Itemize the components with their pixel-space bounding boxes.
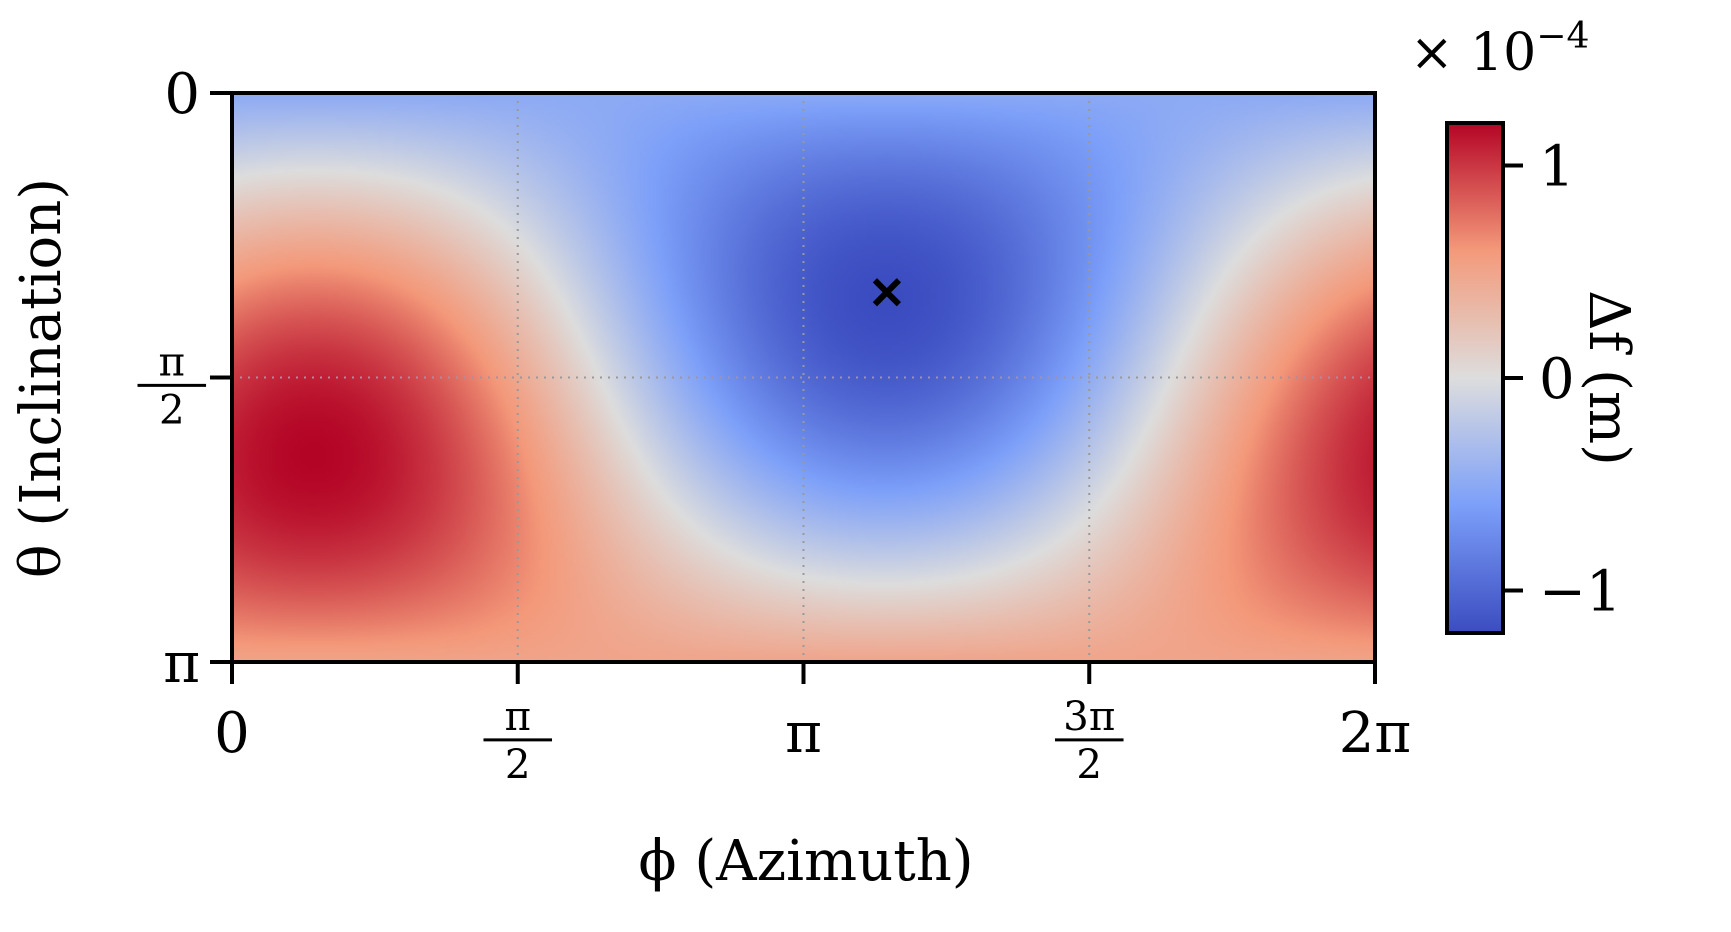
svg-text:π: π	[505, 693, 532, 740]
svg-text:π: π	[163, 631, 200, 696]
y-tick-label: 0	[164, 62, 200, 127]
colorbar-label: Δf (m)	[1576, 290, 1641, 466]
colorbar-tick-label: −1	[1539, 560, 1622, 625]
colorbar-gradient	[1445, 121, 1505, 635]
svg-text:2π: 2π	[1339, 701, 1411, 766]
marker-layer	[872, 278, 902, 307]
svg-text:2: 2	[159, 387, 185, 434]
x-tick-label: π	[785, 701, 822, 766]
y-axis-title: θ (Inclination)	[9, 178, 74, 578]
svg-text:π: π	[785, 701, 822, 766]
colorbar: 1 0 −1	[1445, 121, 1622, 635]
x-tick-label: 2π	[1339, 701, 1411, 766]
heatmap-plot-area	[232, 93, 1375, 662]
y-tick-label: π2	[137, 338, 207, 434]
colorbar-tick-label: 0	[1539, 347, 1575, 412]
heatmap-image	[232, 93, 1375, 662]
svg-text:2: 2	[1076, 741, 1102, 788]
svg-text:0: 0	[164, 62, 200, 127]
y-tick-label: π	[163, 631, 200, 696]
x-axis-title: ϕ (Azimuth)	[638, 829, 973, 894]
svg-text:3π: 3π	[1063, 693, 1115, 740]
x-tick-label: 0	[214, 701, 250, 766]
svg-text:π: π	[159, 338, 186, 385]
svg-text:2: 2	[505, 741, 531, 788]
x-tick-label: 3π2	[1054, 693, 1124, 788]
colorbar-multiplier: × 10−4	[1410, 16, 1589, 83]
x-tick-label: π2	[483, 693, 553, 788]
grid-lines	[232, 93, 1375, 662]
minimum-marker	[872, 278, 902, 307]
svg-text:0: 0	[214, 701, 250, 766]
colorbar-tick-label: 1	[1539, 135, 1575, 200]
